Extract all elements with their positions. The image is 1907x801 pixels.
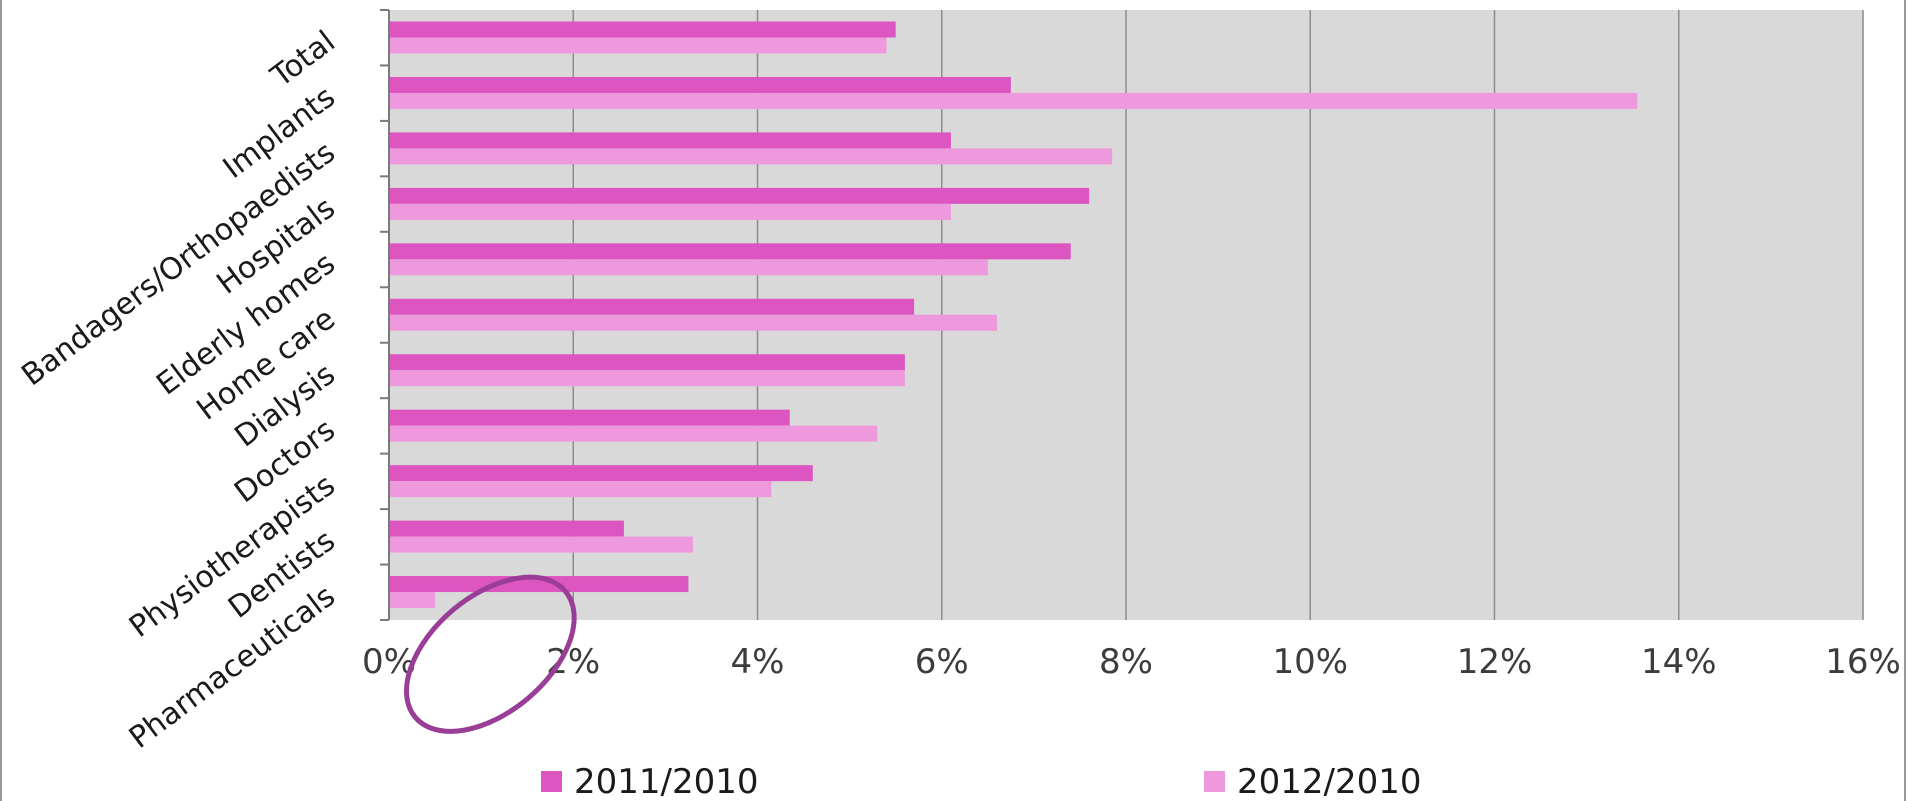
x-tick-label: 10% xyxy=(1272,642,1348,682)
x-tick-label: 4% xyxy=(731,642,785,682)
bar-2011-2010 xyxy=(389,520,624,537)
bar-2011-2010 xyxy=(389,132,951,149)
x-tick-label: 2% xyxy=(546,642,600,682)
legend-label: 2012/2010 xyxy=(1237,762,1422,801)
category-label: Total xyxy=(264,24,342,95)
x-tick-label: 16% xyxy=(1825,642,1901,682)
bar-2012-2010 xyxy=(389,203,951,220)
bar-2012-2010 xyxy=(389,314,998,331)
bar-2011-2010 xyxy=(389,243,1071,260)
bar-2011-2010 xyxy=(389,465,813,482)
bar-2011-2010 xyxy=(389,298,915,315)
x-tick-label: 14% xyxy=(1641,642,1717,682)
bar-2012-2010 xyxy=(389,92,1638,109)
bar-2012-2010 xyxy=(389,425,878,442)
x-tick-label: 6% xyxy=(915,642,969,682)
bar-2012-2010 xyxy=(389,370,905,387)
bars xyxy=(389,21,1638,609)
bar-2012-2010 xyxy=(389,148,1113,165)
bar-2011-2010 xyxy=(389,409,790,426)
bar-2011-2010 xyxy=(389,576,689,593)
bar-2011-2010 xyxy=(389,21,896,38)
y-axis-category-labels: TotalImplantsBandagers/OrthopaedistsHosp… xyxy=(15,24,341,756)
bar-2011-2010 xyxy=(389,76,1011,93)
x-tick-label: 12% xyxy=(1457,642,1533,682)
y-axis-ticks xyxy=(380,9,389,621)
legend-swatch xyxy=(541,771,562,792)
bar-2012-2010 xyxy=(389,536,694,553)
bar-2011-2010 xyxy=(389,354,905,371)
legend-swatch xyxy=(1204,771,1225,792)
highlight-ellipse xyxy=(404,574,577,734)
legend: 2011/2010 2012/2010 xyxy=(541,762,1422,801)
bar-2011-2010 xyxy=(389,187,1090,204)
bar-2012-2010 xyxy=(389,37,887,54)
legend-label: 2011/2010 xyxy=(574,762,759,801)
bar-2012-2010 xyxy=(389,592,436,609)
x-tick-label: 8% xyxy=(1099,642,1153,682)
x-axis-tick-labels: 0% 2% 4% 6% 8% 10% 12% 14% 16% xyxy=(362,642,1901,682)
highlight-annotation xyxy=(404,574,577,734)
bar-2012-2010 xyxy=(389,481,772,498)
bar-2012-2010 xyxy=(389,259,988,276)
